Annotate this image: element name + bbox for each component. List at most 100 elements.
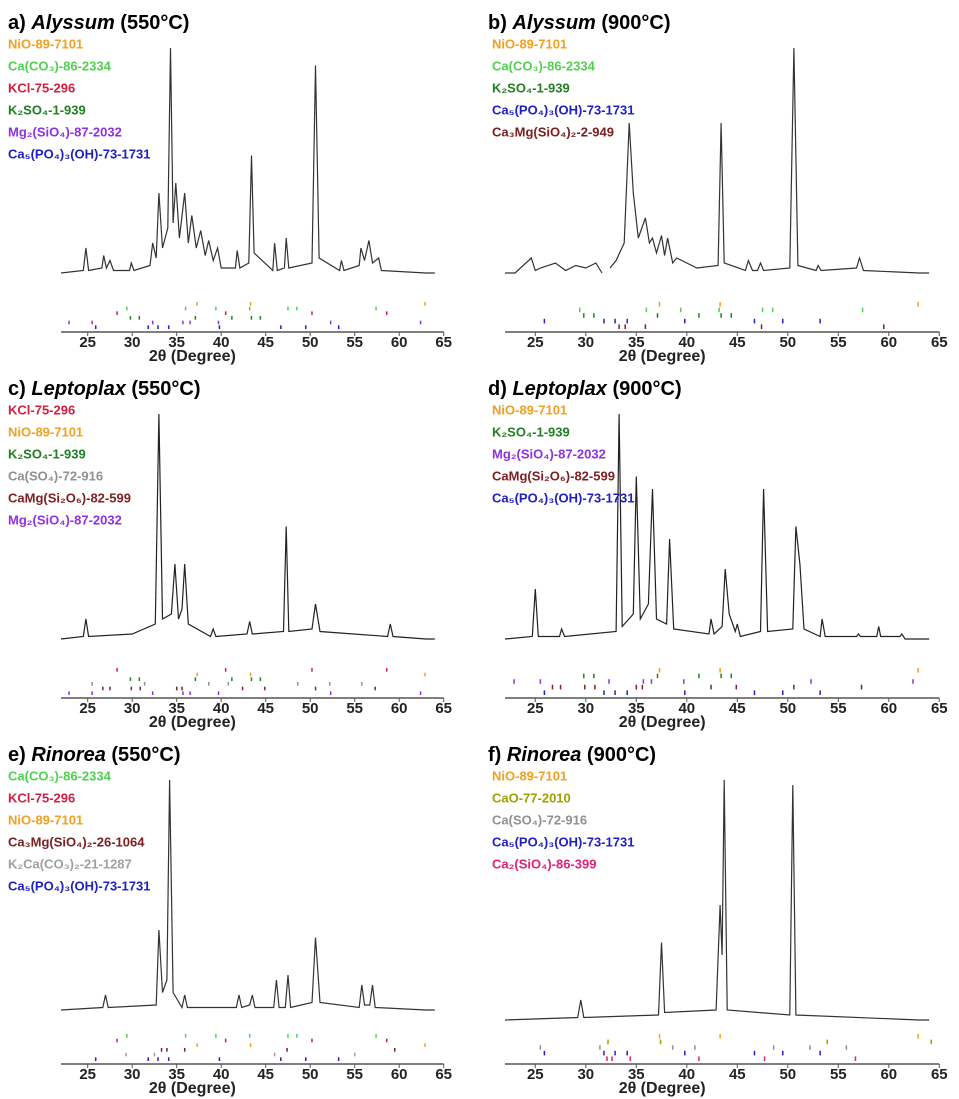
x-tick-label: 45: [257, 1066, 274, 1083]
x-tick-label: 30: [577, 700, 594, 717]
x-tick-label: 25: [79, 700, 96, 717]
legend-entry: Mg₂(SiO₄)-87-2032: [8, 124, 122, 139]
x-tick-label: 50: [302, 700, 319, 717]
x-tick-label: 45: [729, 334, 746, 351]
species: Alyssum: [511, 12, 595, 34]
x-tick-label: 40: [678, 1066, 695, 1083]
legend-entry: NiO-89-7101: [492, 768, 567, 783]
legend-entry: K₂SO₄-1-939: [8, 102, 86, 117]
panel-label: e): [8, 744, 26, 766]
panel-title: e) Rinorea (550°C): [8, 744, 181, 766]
panel: a) Alyssum (550°C) NiO-89-7101 Ca(CO₃)-86-…: [8, 12, 452, 365]
panel-title: d) Leptoplax (900°C): [488, 378, 682, 400]
legend-entry: Ca(CO₃)-86-2334: [8, 58, 112, 73]
legend-entry: K₂Ca(CO₃)₂-21-1287: [8, 856, 132, 871]
legend-entry: Ca₂(SiO₄)-86-399: [492, 856, 596, 871]
x-tick-label: 50: [779, 700, 796, 717]
x-tick-label: 65: [931, 334, 948, 351]
temperature: (550°C): [111, 744, 180, 766]
panel: e) Rinorea (550°C) Ca(CO₃)-86-2334 KCl-75-…: [8, 744, 452, 1097]
temperature: (900°C): [612, 378, 681, 400]
panel: c) Leptoplax (550°C) KCl-75-296 NiO-89-710…: [8, 378, 452, 731]
x-tick-label: 40: [213, 1066, 230, 1083]
legend-entry: Ca₃Mg(SiO₄)₂-2-949: [492, 124, 614, 139]
legend-entry: KCl-75-296: [8, 80, 75, 95]
x-tick-label: 45: [729, 700, 746, 717]
x-tick-label: 40: [213, 334, 230, 351]
panel: d) Leptoplax (900°C) NiO-89-7101 K₂SO₄-1-9…: [488, 378, 948, 731]
x-tick-label: 55: [346, 700, 363, 717]
temperature: (550°C): [131, 378, 200, 400]
species: Alyssum: [30, 12, 114, 34]
panel-label: d): [488, 378, 507, 400]
x-axis-label: 2θ (Degree): [149, 714, 236, 731]
x-tick-label: 60: [880, 334, 897, 351]
legend-entry: Mg₂(SiO₄)-87-2032: [492, 446, 606, 461]
panel-label: a): [8, 12, 26, 34]
x-tick-label: 65: [435, 1066, 452, 1083]
panel-title: b) Alyssum (900°C): [488, 12, 671, 34]
x-tick-label: 60: [391, 700, 408, 717]
x-tick-label: 60: [880, 700, 897, 717]
legend-entry: Ca₅(PO₄)₃(OH)-73-1731: [492, 834, 634, 849]
x-tick-label: 55: [830, 700, 847, 717]
x-tick-label: 25: [79, 334, 96, 351]
x-axis-label: 2θ (Degree): [619, 1080, 706, 1097]
x-tick-label: 55: [830, 334, 847, 351]
panel-label: f): [488, 744, 501, 766]
legend-entry: KCl-75-296: [8, 402, 75, 417]
legend-entry: Ca₅(PO₄)₃(OH)-73-1731: [8, 146, 150, 161]
species: Leptoplax: [31, 378, 126, 400]
x-axis-label: 2θ (Degree): [619, 348, 706, 365]
diffraction-pattern: [60, 47, 435, 274]
x-tick-label: 30: [577, 334, 594, 351]
legend-entry: CaMg(Si₂O₆)-82-599: [8, 490, 131, 505]
legend-entry: Ca₅(PO₄)₃(OH)-73-1731: [8, 878, 150, 893]
legend-entry: NiO-89-7101: [492, 402, 567, 417]
x-tick-label: 45: [257, 334, 274, 351]
panel-label: c): [8, 378, 26, 400]
legend-entry: Mg₂(SiO₄)-87-2032: [8, 512, 122, 527]
x-tick-label: 40: [213, 700, 230, 717]
x-tick-label: 65: [435, 334, 452, 351]
panel-title: c) Leptoplax (550°C): [8, 378, 201, 400]
x-tick-label: 30: [124, 1066, 141, 1083]
x-tick-label: 45: [257, 700, 274, 717]
x-tick-label: 25: [527, 334, 544, 351]
legend-entry: K₂SO₄-1-939: [492, 424, 570, 439]
x-tick-label: 55: [830, 1066, 847, 1083]
x-tick-label: 65: [931, 1066, 948, 1083]
x-tick-label: 50: [779, 1066, 796, 1083]
legend-entry: CaO-77-2010: [492, 790, 571, 805]
legend-entry: Ca(CO₃)-86-2334: [492, 58, 596, 73]
x-tick-label: 35: [168, 1066, 185, 1083]
legend-entry: K₂SO₄-1-939: [492, 80, 570, 95]
x-tick-label: 35: [628, 1066, 645, 1083]
x-tick-label: 35: [168, 700, 185, 717]
diffraction-pattern: [504, 413, 930, 640]
x-tick-label: 40: [678, 334, 695, 351]
x-tick-label: 65: [435, 700, 452, 717]
x-tick-label: 35: [628, 700, 645, 717]
x-tick-label: 25: [79, 1066, 96, 1083]
panel: b) Alyssum (900°C) NiO-89-7101 Ca(CO₃)-86-…: [488, 12, 948, 365]
x-tick-label: 50: [302, 1066, 319, 1083]
species: Leptoplax: [512, 378, 607, 400]
panel-title: f) Rinorea (900°C): [488, 744, 656, 766]
x-tick-label: 45: [729, 1066, 746, 1083]
x-tick-label: 65: [931, 700, 948, 717]
legend-entry: NiO-89-7101: [8, 36, 83, 51]
legend-entry: Ca(SO₄)-72-916: [8, 468, 103, 483]
x-axis-label: 2θ (Degree): [149, 348, 236, 365]
legend-entry: KCl-75-296: [8, 790, 75, 805]
x-tick-label: 30: [124, 700, 141, 717]
x-tick-label: 25: [527, 1066, 544, 1083]
legend-entry: NiO-89-7101: [8, 424, 83, 439]
legend-entry: Ca₅(PO₄)₃(OH)-73-1731: [492, 102, 634, 117]
x-tick-label: 30: [124, 334, 141, 351]
x-tick-label: 60: [391, 1066, 408, 1083]
x-axis-label: 2θ (Degree): [149, 1080, 236, 1097]
x-tick-label: 60: [391, 334, 408, 351]
legend-entry: K₂SO₄-1-939: [8, 446, 86, 461]
x-tick-label: 55: [346, 334, 363, 351]
